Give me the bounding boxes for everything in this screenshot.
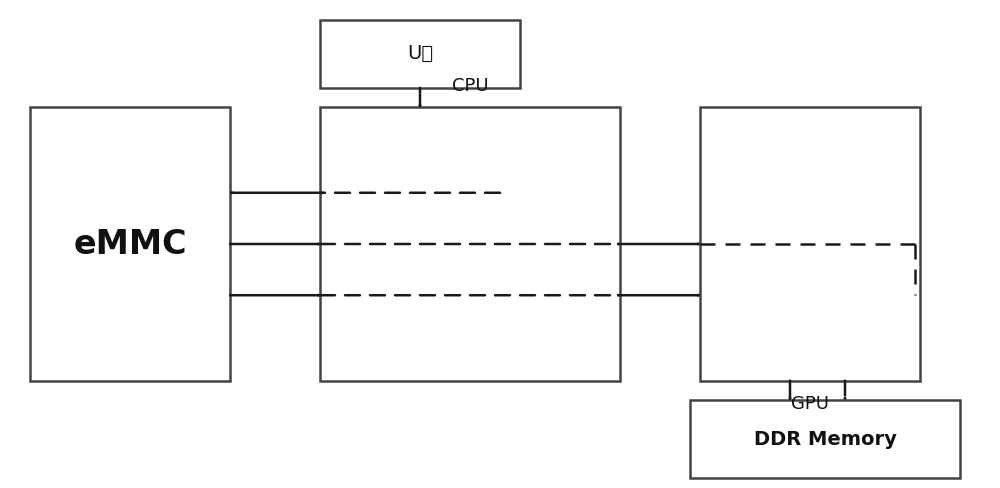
FancyBboxPatch shape [690, 400, 960, 478]
FancyBboxPatch shape [30, 107, 230, 381]
Text: GPU: GPU [791, 395, 829, 413]
Text: CPU: CPU [452, 77, 488, 95]
Text: DDR Memory: DDR Memory [754, 430, 896, 448]
Text: U盘: U盘 [407, 44, 433, 63]
FancyBboxPatch shape [320, 107, 620, 381]
FancyBboxPatch shape [700, 107, 920, 381]
Text: eMMC: eMMC [73, 227, 187, 261]
FancyBboxPatch shape [320, 20, 520, 88]
